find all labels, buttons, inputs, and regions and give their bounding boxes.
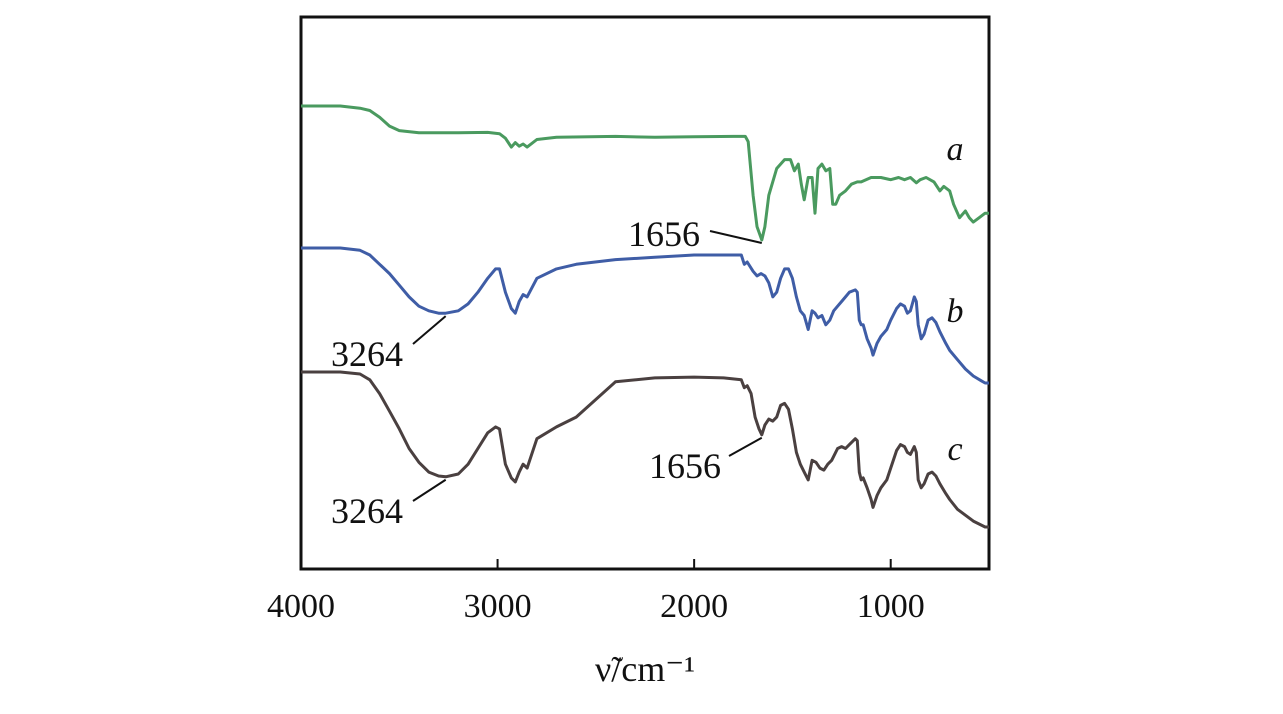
labels-layer: a b c 1656 3264 3264 1656 [331, 131, 964, 531]
peak-leader-line [412, 478, 447, 502]
series-line-b [301, 246, 989, 385]
series-label-a: a [947, 131, 964, 168]
series-line-c [301, 370, 989, 529]
peak-leader-line [709, 230, 762, 244]
peak-annotation-label: 3264 [331, 491, 403, 531]
peak-leader-line [728, 436, 763, 457]
peak-annotation-label: 3264 [331, 334, 403, 374]
x-tick-label: 4000 [267, 588, 335, 625]
series-layer [301, 104, 989, 529]
x-axis-ticks: 4000 3000 2000 1000 [267, 559, 925, 625]
plot-frame [299, 15, 991, 571]
peak-annotation-label: 1656 [649, 446, 721, 486]
x-tick-label: 3000 [464, 588, 532, 625]
series-label-c: c [947, 431, 962, 468]
peak-leader-line [412, 315, 447, 345]
x-axis-title: ν̃/cm⁻¹ [595, 649, 695, 689]
x-tick-label: 1000 [857, 588, 925, 625]
peak-annotation-label: 1656 [628, 214, 700, 254]
series-line-a [301, 104, 989, 242]
series-label-b: b [947, 293, 964, 330]
x-tick-label: 2000 [660, 588, 728, 625]
